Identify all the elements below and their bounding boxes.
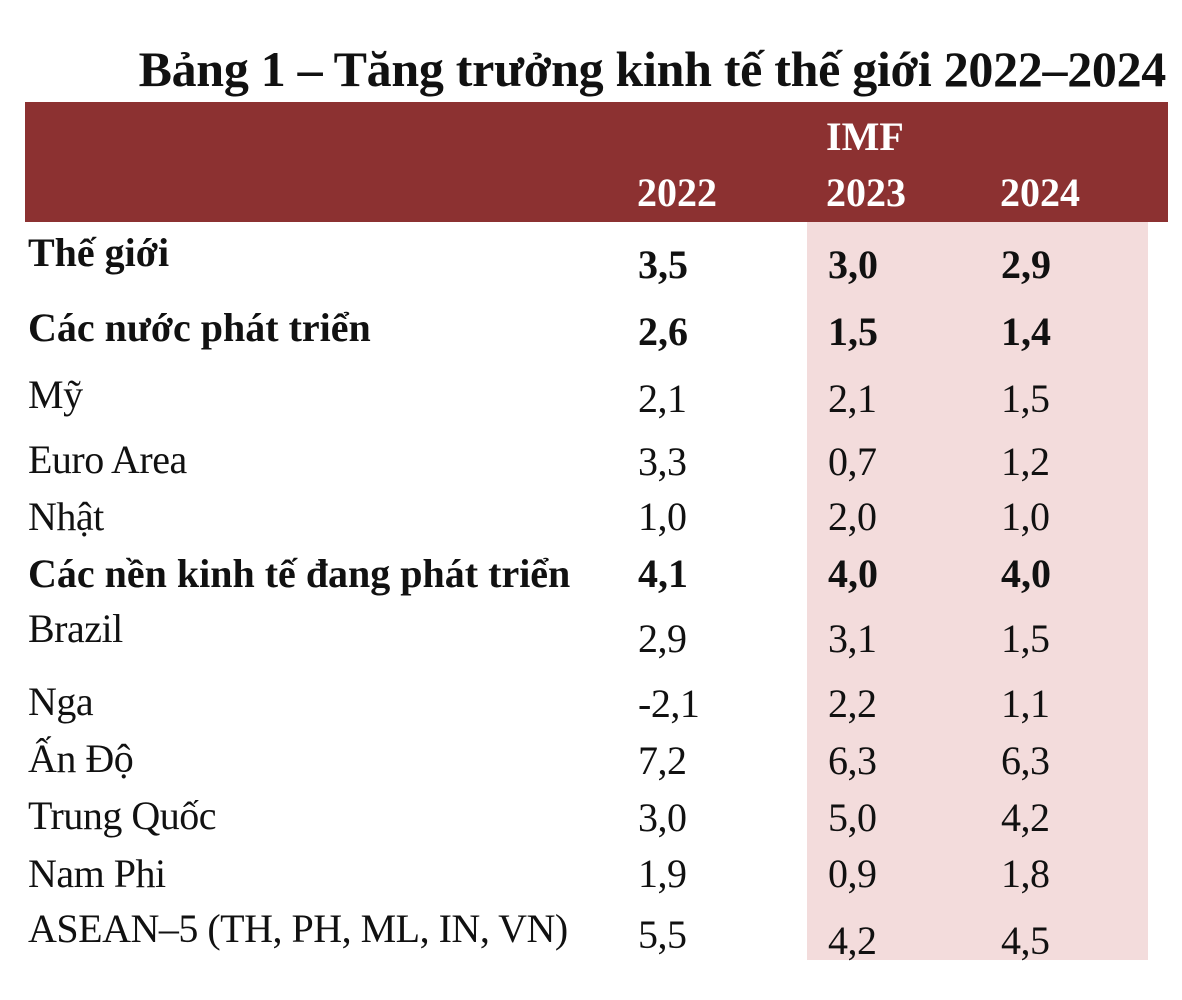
row-label: Nam Phi — [28, 851, 166, 896]
row-label: Các nước phát triển — [28, 305, 371, 350]
cell-2024: 6,3 — [1001, 738, 1050, 783]
cell-2022: 5,5 — [638, 912, 687, 957]
cell-2023: 2,0 — [828, 494, 877, 539]
cell-2022: 3,0 — [638, 795, 687, 840]
cell-2022: 2,6 — [638, 309, 688, 354]
row-label: Trung Quốc — [28, 793, 217, 838]
table-row: Euro Area 3,3 0,7 1,2 — [0, 435, 1182, 495]
cell-2022: 3,5 — [638, 242, 688, 287]
row-label: Ấn Độ — [28, 736, 134, 781]
table-row: ASEAN–5 (TH, PH, ML, IN, VN) 5,5 4,2 4,5 — [0, 904, 1182, 964]
cell-2023: 6,3 — [828, 738, 877, 783]
cell-2024: 1,1 — [1001, 681, 1050, 726]
table-row: Mỹ 2,1 2,1 1,5 — [0, 370, 1182, 430]
cell-2023: 5,0 — [828, 795, 877, 840]
row-label: Nhật — [28, 494, 104, 539]
header-source-imf: IMF — [826, 114, 904, 159]
cell-2023: 2,1 — [828, 376, 877, 421]
row-label: Euro Area — [28, 437, 187, 482]
cell-2022: 2,9 — [638, 616, 687, 661]
table-row: Nga -2,1 2,2 1,1 — [0, 677, 1182, 737]
cell-2023: 3,0 — [828, 242, 878, 287]
cell-2023: 4,2 — [828, 918, 877, 963]
cell-2024: 1,8 — [1001, 851, 1050, 896]
cell-2023: 3,1 — [828, 616, 877, 661]
header-year-2022: 2022 — [637, 170, 717, 215]
cell-2023: 4,0 — [828, 551, 878, 596]
row-label: ASEAN–5 (TH, PH, ML, IN, VN) — [28, 906, 568, 951]
cell-2023: 1,5 — [828, 309, 878, 354]
header-year-2024: 2024 — [1000, 170, 1080, 215]
row-label: Mỹ — [28, 372, 83, 417]
cell-2022: 7,2 — [638, 738, 687, 783]
cell-2022: 1,0 — [638, 494, 687, 539]
table-row: Các nước phát triển 2,6 1,5 1,4 — [0, 303, 1182, 363]
cell-2022: 3,3 — [638, 439, 687, 484]
table-title: Bảng 1 – Tăng trưởng kinh tế thế giới 20… — [138, 41, 1167, 97]
table-row: Nhật 1,0 2,0 1,0 — [0, 492, 1182, 552]
cell-2023: 0,7 — [828, 439, 877, 484]
cell-2024: 1,5 — [1001, 616, 1050, 661]
table-row: Nam Phi 1,9 0,9 1,8 — [0, 849, 1182, 909]
cell-2022: 1,9 — [638, 851, 687, 896]
table-row: Ấn Độ 7,2 6,3 6,3 — [0, 734, 1182, 794]
cell-2024: 2,9 — [1001, 242, 1051, 287]
cell-2024: 4,5 — [1001, 918, 1050, 963]
cell-2022: 2,1 — [638, 376, 687, 421]
table-row: Brazil 2,9 3,1 1,5 — [0, 604, 1182, 664]
table-row: Trung Quốc 3,0 5,0 4,2 — [0, 791, 1182, 851]
cell-2023: 2,2 — [828, 681, 877, 726]
table-header: IMF 2022 2023 2024 — [25, 102, 1168, 222]
row-label: Thế giới — [28, 230, 170, 275]
table-row: Các nền kinh tế đang phát triển 4,1 4,0 … — [0, 549, 1182, 609]
cell-2024: 1,5 — [1001, 376, 1050, 421]
row-label: Các nền kinh tế đang phát triển — [28, 551, 571, 596]
cell-2022: -2,1 — [638, 681, 700, 726]
cell-2024: 1,4 — [1001, 309, 1051, 354]
cell-2022: 4,1 — [638, 551, 688, 596]
forecast-columns-shading — [807, 222, 1148, 960]
cell-2024: 1,2 — [1001, 439, 1050, 484]
header-year-2023: 2023 — [826, 170, 906, 215]
row-label: Nga — [28, 679, 94, 724]
cell-2024: 1,0 — [1001, 494, 1050, 539]
cell-2024: 4,0 — [1001, 551, 1051, 596]
row-label: Brazil — [28, 606, 123, 651]
cell-2023: 0,9 — [828, 851, 877, 896]
table-row: Thế giới 3,5 3,0 2,9 — [0, 228, 1182, 288]
cell-2024: 4,2 — [1001, 795, 1050, 840]
